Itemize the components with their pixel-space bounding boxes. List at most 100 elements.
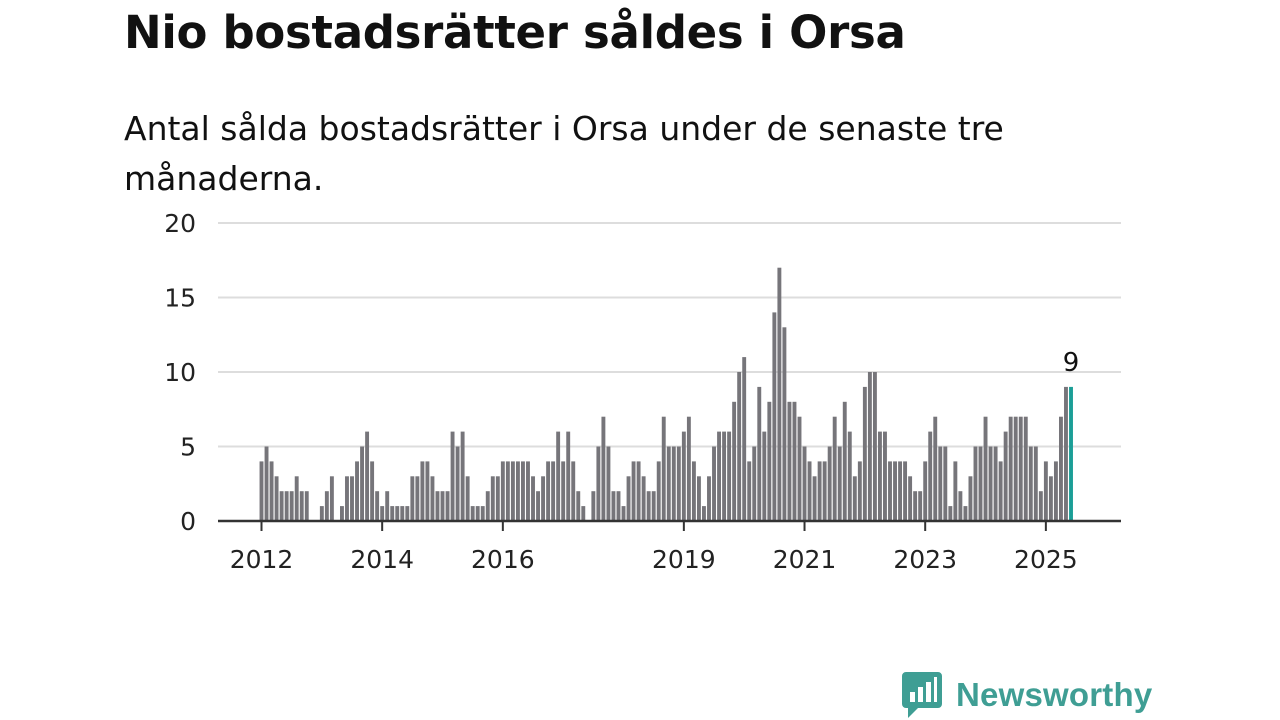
bar bbox=[556, 431, 561, 521]
newsworthy-logo-icon bbox=[902, 672, 942, 718]
bar bbox=[299, 491, 304, 521]
bar bbox=[360, 446, 365, 521]
bar bbox=[847, 431, 852, 521]
bar bbox=[953, 461, 958, 521]
bar bbox=[867, 372, 872, 521]
bar bbox=[521, 461, 525, 521]
highlight-value-label: 9 bbox=[1063, 348, 1080, 378]
bar bbox=[269, 461, 274, 521]
bar bbox=[375, 491, 380, 521]
bar bbox=[485, 491, 490, 521]
bar bbox=[1003, 431, 1008, 521]
bar bbox=[420, 461, 425, 521]
bar bbox=[345, 476, 349, 521]
bar bbox=[898, 461, 903, 521]
bar-highlight bbox=[1069, 386, 1073, 521]
bar bbox=[415, 476, 420, 521]
bar bbox=[968, 476, 973, 521]
bar bbox=[546, 461, 551, 521]
bar bbox=[526, 461, 530, 521]
bar bbox=[475, 506, 480, 521]
bar bbox=[289, 491, 294, 521]
y-tick-label-5: 5 bbox=[180, 433, 196, 462]
bar bbox=[817, 461, 822, 521]
bar bbox=[304, 491, 309, 521]
bar bbox=[732, 401, 737, 521]
bar bbox=[782, 327, 787, 521]
bar bbox=[802, 446, 807, 521]
bar bbox=[963, 506, 968, 521]
bar bbox=[1033, 446, 1038, 521]
bar bbox=[722, 431, 727, 521]
bar bbox=[918, 491, 923, 521]
bar bbox=[767, 401, 772, 521]
bar bbox=[842, 401, 847, 521]
bar bbox=[681, 431, 686, 521]
bar bbox=[505, 461, 510, 521]
bar bbox=[988, 446, 993, 521]
bar bbox=[566, 431, 571, 521]
bar bbox=[696, 476, 701, 521]
bar bbox=[616, 491, 621, 521]
bar bbox=[390, 506, 395, 521]
bar bbox=[737, 372, 742, 521]
bar bbox=[702, 506, 706, 521]
bar bbox=[883, 431, 887, 521]
bar bbox=[676, 446, 681, 521]
bar bbox=[1053, 461, 1058, 521]
bar bbox=[380, 506, 385, 521]
bar bbox=[998, 461, 1003, 521]
gridlines bbox=[218, 222, 1121, 448]
bar bbox=[405, 506, 410, 521]
bar bbox=[621, 506, 626, 521]
bar bbox=[365, 431, 370, 521]
bar bbox=[385, 491, 390, 521]
bar bbox=[903, 461, 908, 521]
bar bbox=[712, 446, 716, 521]
bar bbox=[792, 401, 797, 521]
y-tick-label-15: 15 bbox=[164, 284, 196, 313]
bar bbox=[958, 491, 963, 521]
bar bbox=[762, 431, 767, 521]
value-labels: 9 bbox=[1063, 348, 1080, 378]
bar bbox=[691, 461, 696, 521]
bar bbox=[656, 461, 661, 521]
bar bbox=[1008, 416, 1013, 521]
bar bbox=[661, 416, 666, 521]
bar bbox=[727, 431, 732, 521]
bar bbox=[490, 476, 495, 521]
bar bbox=[807, 461, 812, 521]
bar bbox=[1059, 416, 1063, 521]
bar bbox=[430, 476, 435, 521]
bar bbox=[480, 506, 485, 521]
bar bbox=[832, 416, 837, 521]
bar bbox=[772, 312, 777, 521]
bar bbox=[752, 446, 757, 521]
bar bbox=[500, 461, 505, 521]
bar bbox=[928, 431, 933, 521]
bar bbox=[294, 476, 299, 521]
bar bbox=[515, 461, 520, 521]
bar bbox=[259, 461, 264, 521]
bar bbox=[933, 416, 938, 521]
bar bbox=[777, 267, 782, 521]
bar bbox=[601, 416, 606, 521]
bar bbox=[666, 446, 671, 521]
bar bbox=[973, 446, 978, 521]
newsworthy-logo: Newsworthy bbox=[902, 670, 1152, 720]
bar bbox=[993, 446, 998, 521]
bar bbox=[923, 461, 928, 521]
x-tick-label-2014: 2014 bbox=[350, 545, 414, 574]
bar bbox=[284, 491, 289, 521]
y-tick-label-10: 10 bbox=[164, 358, 196, 387]
bar bbox=[581, 506, 586, 521]
bar bbox=[1028, 446, 1033, 521]
bar bbox=[857, 461, 862, 521]
bar bbox=[324, 491, 329, 521]
x-axis-ticks: 2012 2014 2016 2019 2021 2023 2025 bbox=[230, 521, 1078, 574]
bar bbox=[576, 491, 581, 521]
bar bbox=[510, 461, 515, 521]
bar bbox=[561, 461, 566, 521]
bar bbox=[948, 506, 953, 521]
bar-chart: 0 5 10 15 20 2012 2014 2016 2019 2021 2023 2025 9 bbox=[164, 209, 1121, 574]
